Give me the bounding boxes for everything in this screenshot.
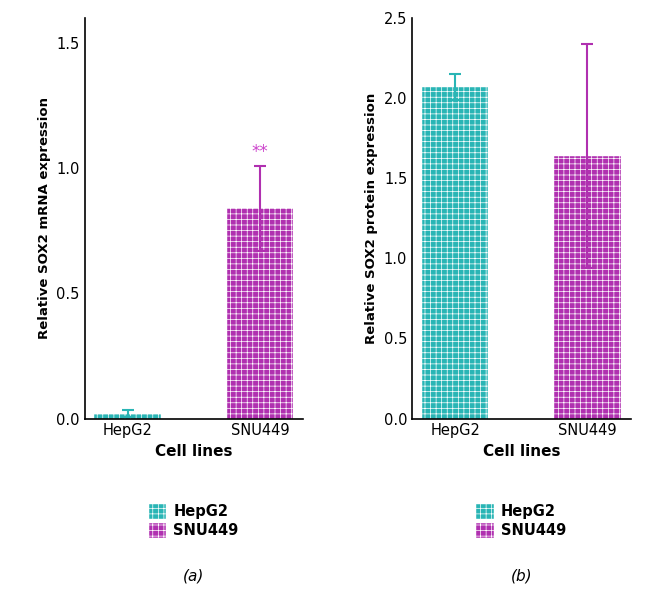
Text: **: **	[252, 143, 268, 161]
X-axis label: Cell lines: Cell lines	[155, 444, 233, 459]
Y-axis label: Relative SOX2 protein expression: Relative SOX2 protein expression	[365, 93, 378, 344]
Bar	[227, 208, 293, 419]
Y-axis label: Relative SOX2 mRNA expression: Relative SOX2 mRNA expression	[38, 97, 51, 339]
Bar	[94, 414, 161, 419]
Text: (b): (b)	[510, 568, 532, 583]
Bar	[422, 87, 488, 419]
Legend: HepG2, SNU449: HepG2, SNU449	[471, 498, 572, 544]
Text: (a): (a)	[183, 568, 204, 583]
X-axis label: Cell lines: Cell lines	[482, 444, 560, 459]
Bar	[554, 155, 621, 419]
Legend: HepG2, SNU449: HepG2, SNU449	[143, 498, 244, 544]
